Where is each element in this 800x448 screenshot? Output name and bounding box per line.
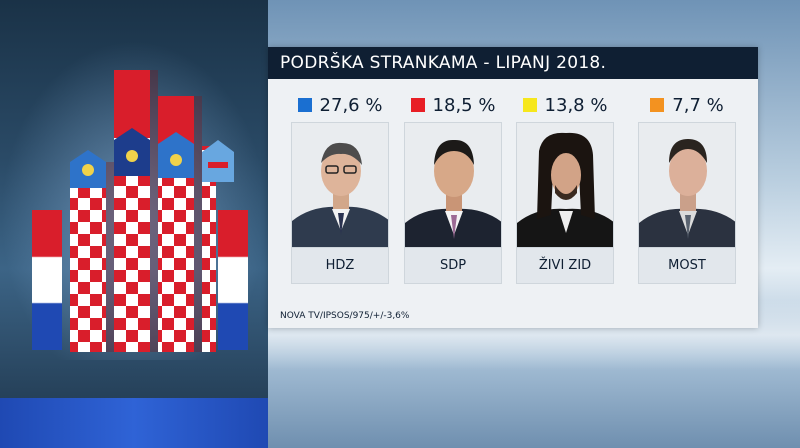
party-name: ŽIVI ZID bbox=[516, 248, 614, 284]
party-percent: 13,8 % bbox=[544, 94, 608, 116]
left-graphic-panel bbox=[0, 0, 268, 448]
party-name: MOST bbox=[638, 248, 736, 284]
source-note: NOVA TV/IPSOS/975/+/-3,6% bbox=[280, 311, 410, 321]
candidate-photo bbox=[291, 122, 389, 248]
candidate-photo bbox=[516, 122, 614, 248]
color-swatch bbox=[522, 98, 537, 112]
party-percent: 27,6 % bbox=[319, 94, 383, 116]
party-zivi-zid: 13,8 % ŽIVI ZID bbox=[516, 88, 614, 284]
page-title: PODRŠKA STRANKAMA - LIPANJ 2018. bbox=[268, 47, 758, 79]
party-percent: 18,5 % bbox=[432, 94, 496, 116]
color-swatch bbox=[410, 98, 425, 112]
party-percent: 7,7 % bbox=[672, 94, 724, 116]
candidate-photo bbox=[638, 122, 736, 248]
party-name: HDZ bbox=[291, 248, 389, 284]
color-swatch bbox=[297, 98, 312, 112]
party-hdz: 27,6 % HDZ bbox=[291, 88, 389, 284]
party-sdp: 18,5 % SDP bbox=[404, 88, 502, 284]
color-swatch bbox=[650, 98, 665, 112]
party-most: 7,7 % MOST bbox=[638, 88, 736, 284]
party-name: SDP bbox=[404, 248, 502, 284]
croatian-flag-coat-of-arms-icon bbox=[32, 70, 248, 352]
poll-card: PODRŠKA STRANKAMA - LIPANJ 2018. 27,6 % … bbox=[268, 47, 758, 328]
candidate-photo bbox=[404, 122, 502, 248]
